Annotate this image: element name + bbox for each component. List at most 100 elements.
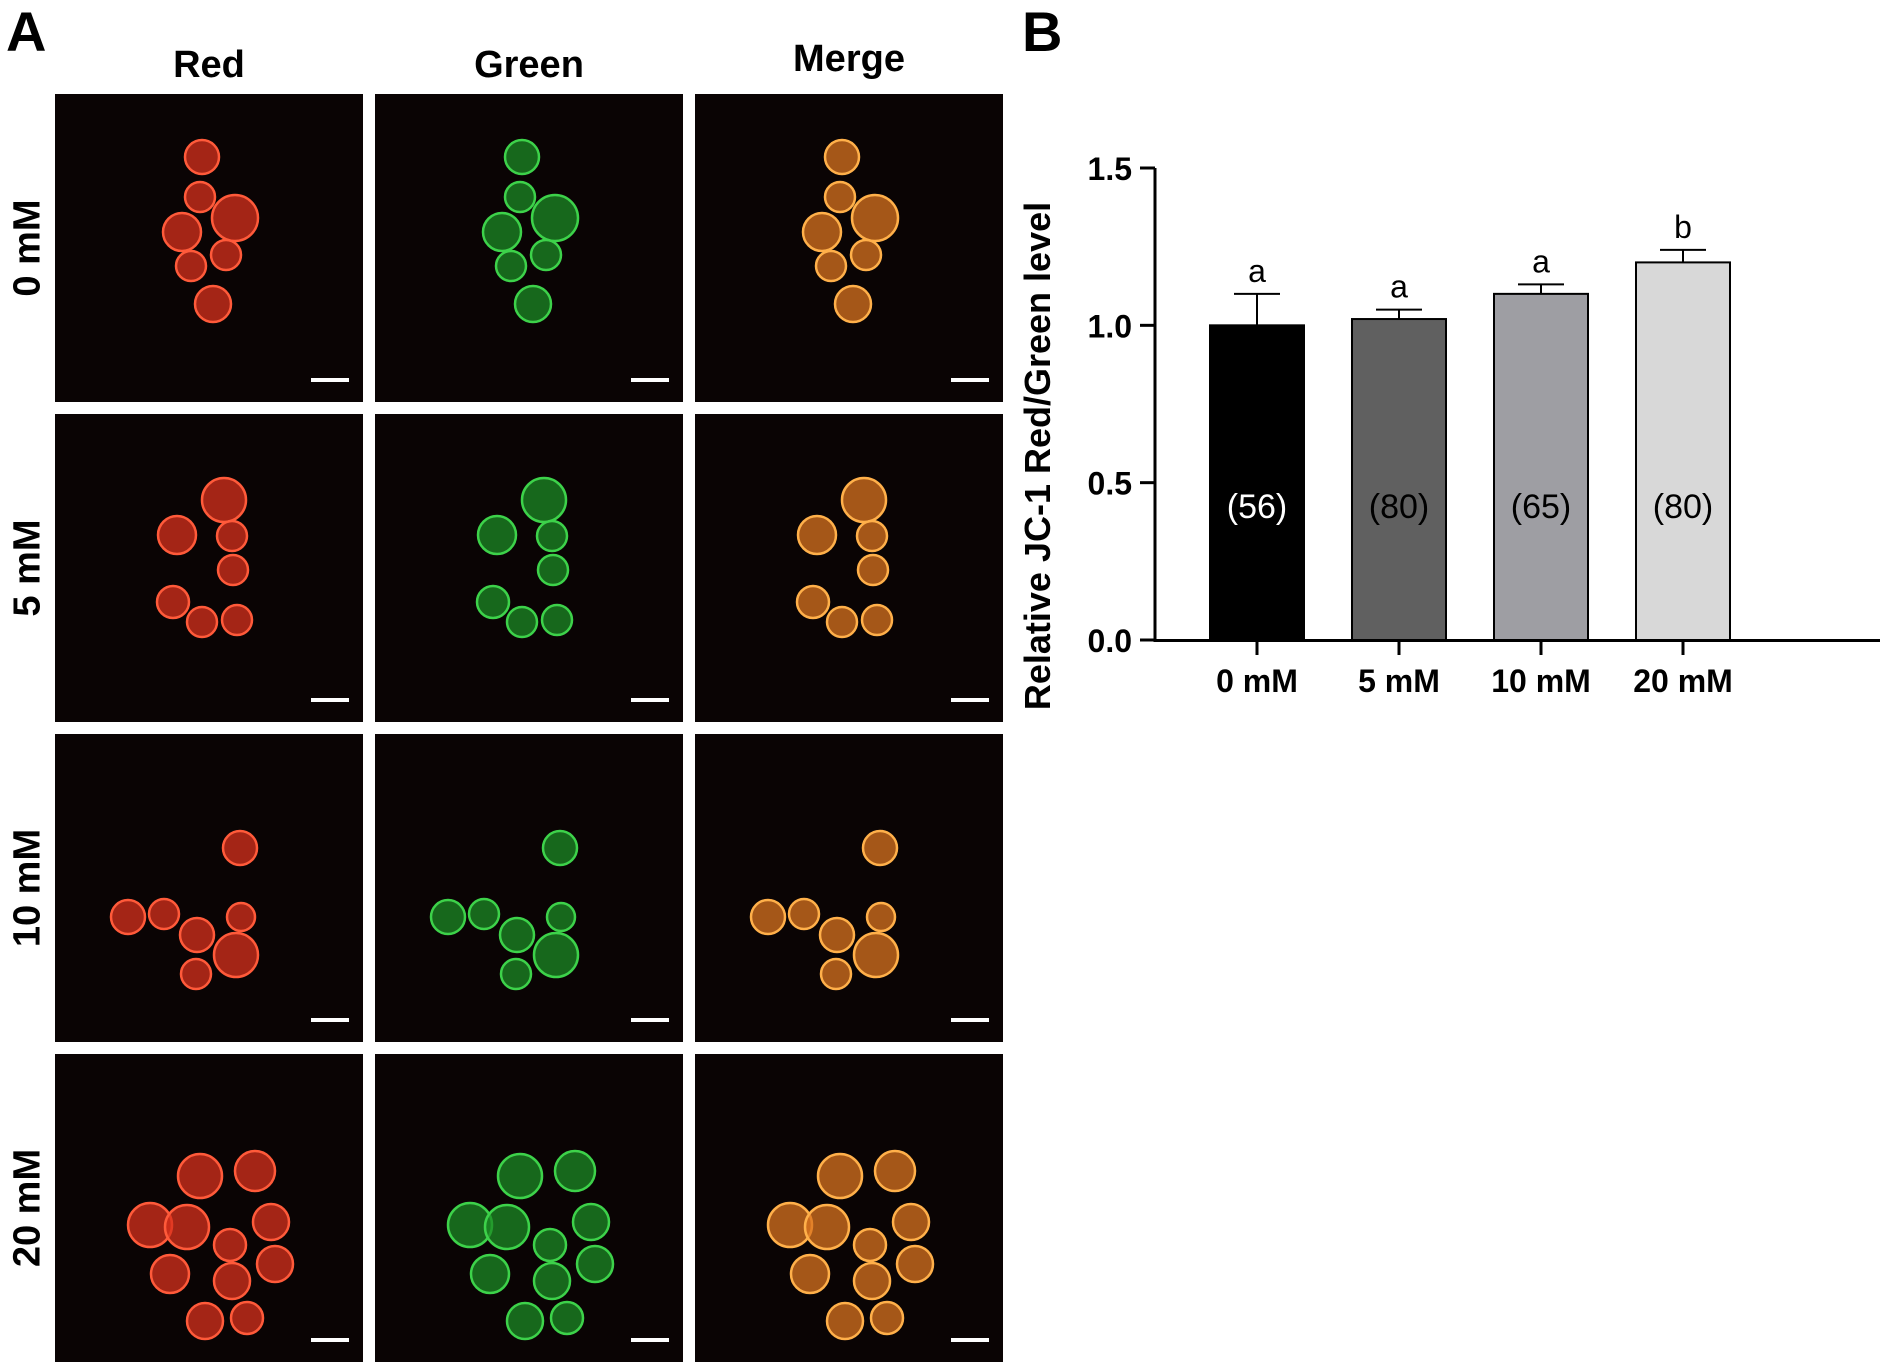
protoplast-cell: [895, 1244, 935, 1284]
protoplast-cell: [221, 829, 259, 867]
x-tick-label: 20 mM: [1633, 663, 1733, 699]
protoplast-cell: [176, 1152, 224, 1200]
protoplast-cell: [200, 476, 248, 524]
protoplast-cell: [861, 829, 899, 867]
protoplast-cell: [476, 514, 518, 556]
protoplast-cell: [183, 180, 217, 214]
protoplast-cell: [483, 1203, 531, 1251]
protoplast-cell: [873, 1149, 917, 1193]
protoplast-cell: [469, 1253, 511, 1295]
protoplast-cell: [816, 1152, 864, 1200]
protoplast-cell: [529, 238, 563, 272]
protoplast-cell: [869, 1300, 905, 1336]
protoplast-cell: [819, 957, 853, 991]
protoplast-cell: [212, 1227, 248, 1263]
protoplast-cell: [178, 916, 216, 954]
scale-bar: [631, 1018, 669, 1022]
bar-5mm: [1351, 318, 1447, 641]
protoplast-cell: [891, 1202, 931, 1242]
protoplast-cell: [183, 138, 221, 176]
protoplast-cell: [855, 519, 889, 553]
scale-bar: [631, 1338, 669, 1342]
bar-0mm: [1209, 324, 1305, 641]
protoplast-cell: [229, 1300, 265, 1336]
protoplast-cell: [233, 1149, 277, 1193]
protoplast-cell: [212, 931, 260, 979]
protoplast-cell: [545, 901, 577, 933]
protoplast-cell: [174, 249, 208, 283]
sample-size-label: (80): [1653, 488, 1713, 526]
micrograph-merge-20mm: [695, 1054, 1003, 1362]
protoplast-cell: [185, 605, 219, 639]
sample-size-label: (56): [1227, 488, 1287, 526]
protoplast-cell: [494, 249, 528, 283]
protoplast-cell: [210, 193, 260, 243]
micrograph-red-0mm: [55, 94, 363, 402]
scale-bar: [951, 378, 989, 382]
significance-letter: b: [1674, 209, 1692, 245]
panel-a-letter: A: [6, 0, 47, 63]
micrograph-red-10mm: [55, 734, 363, 1042]
protoplast-cell: [179, 957, 213, 991]
row-label-10mm: 10 mM: [6, 828, 49, 948]
protoplast-cell: [553, 1149, 597, 1193]
protoplast-cell: [850, 193, 900, 243]
protoplast-cell: [540, 603, 574, 637]
significance-letter: a: [1390, 269, 1408, 305]
protoplast-cell: [833, 284, 873, 324]
protoplast-cell: [532, 1261, 572, 1301]
significance-letter: a: [1532, 243, 1550, 279]
panel-b-letter: B: [1022, 0, 1063, 63]
protoplast-cell: [109, 898, 147, 936]
protoplast-cell: [251, 1202, 291, 1242]
protoplast-cell: [481, 211, 523, 253]
protoplast-cell: [467, 897, 501, 931]
protoplast-cell: [513, 284, 553, 324]
protoplast-cell: [801, 211, 843, 253]
x-tick-label: 0 mM: [1216, 663, 1298, 699]
scale-bar: [951, 698, 989, 702]
protoplast-cell: [215, 519, 249, 553]
protoplast-cell: [860, 603, 894, 637]
protoplast-cell: [856, 553, 890, 587]
protoplast-cell: [532, 1227, 568, 1263]
protoplast-cell: [499, 957, 533, 991]
sample-size-label: (80): [1369, 488, 1429, 526]
protoplast-cell: [530, 193, 580, 243]
scale-bar: [311, 698, 349, 702]
protoplast-cell: [163, 1203, 211, 1251]
significance-letter: a: [1248, 253, 1266, 289]
protoplast-cell: [787, 897, 821, 931]
protoplast-cell: [185, 1301, 225, 1341]
scale-bar: [311, 1338, 349, 1342]
protoplast-cell: [505, 1301, 545, 1341]
protoplast-cell: [498, 916, 536, 954]
y-tick-label: 1.5: [1088, 151, 1132, 187]
scale-bar: [311, 1018, 349, 1022]
protoplast-cell: [156, 514, 198, 556]
micrograph-green-0mm: [375, 94, 683, 402]
scale-bar: [631, 378, 669, 382]
x-tick-label: 10 mM: [1491, 663, 1591, 699]
micrograph-red-5mm: [55, 414, 363, 722]
bar-chart: Relative JC-1 Red/Green level 0.0 0.5 1.0 1…: [1017, 151, 1880, 710]
protoplast-cell: [220, 603, 254, 637]
bar-10mm: [1493, 292, 1589, 641]
protoplast-cell: [496, 1152, 544, 1200]
protoplast-cell: [475, 584, 511, 620]
micrograph-green-20mm: [375, 1054, 683, 1362]
protoplast-cell: [814, 249, 848, 283]
protoplast-cell: [796, 514, 838, 556]
protoplast-cell: [503, 138, 541, 176]
row-label-20mm: 20 mM: [6, 1148, 49, 1268]
protoplast-cell: [147, 897, 181, 931]
protoplast-cell: [216, 553, 250, 587]
protoplast-cell: [575, 1244, 615, 1284]
micrograph-green-5mm: [375, 414, 683, 722]
protoplast-cell: [549, 1300, 585, 1336]
protoplast-cell: [503, 180, 537, 214]
protoplast-cell: [852, 1227, 888, 1263]
protoplast-cell: [840, 476, 888, 524]
protoplast-cell: [149, 1253, 191, 1295]
protoplast-cell: [212, 1261, 252, 1301]
